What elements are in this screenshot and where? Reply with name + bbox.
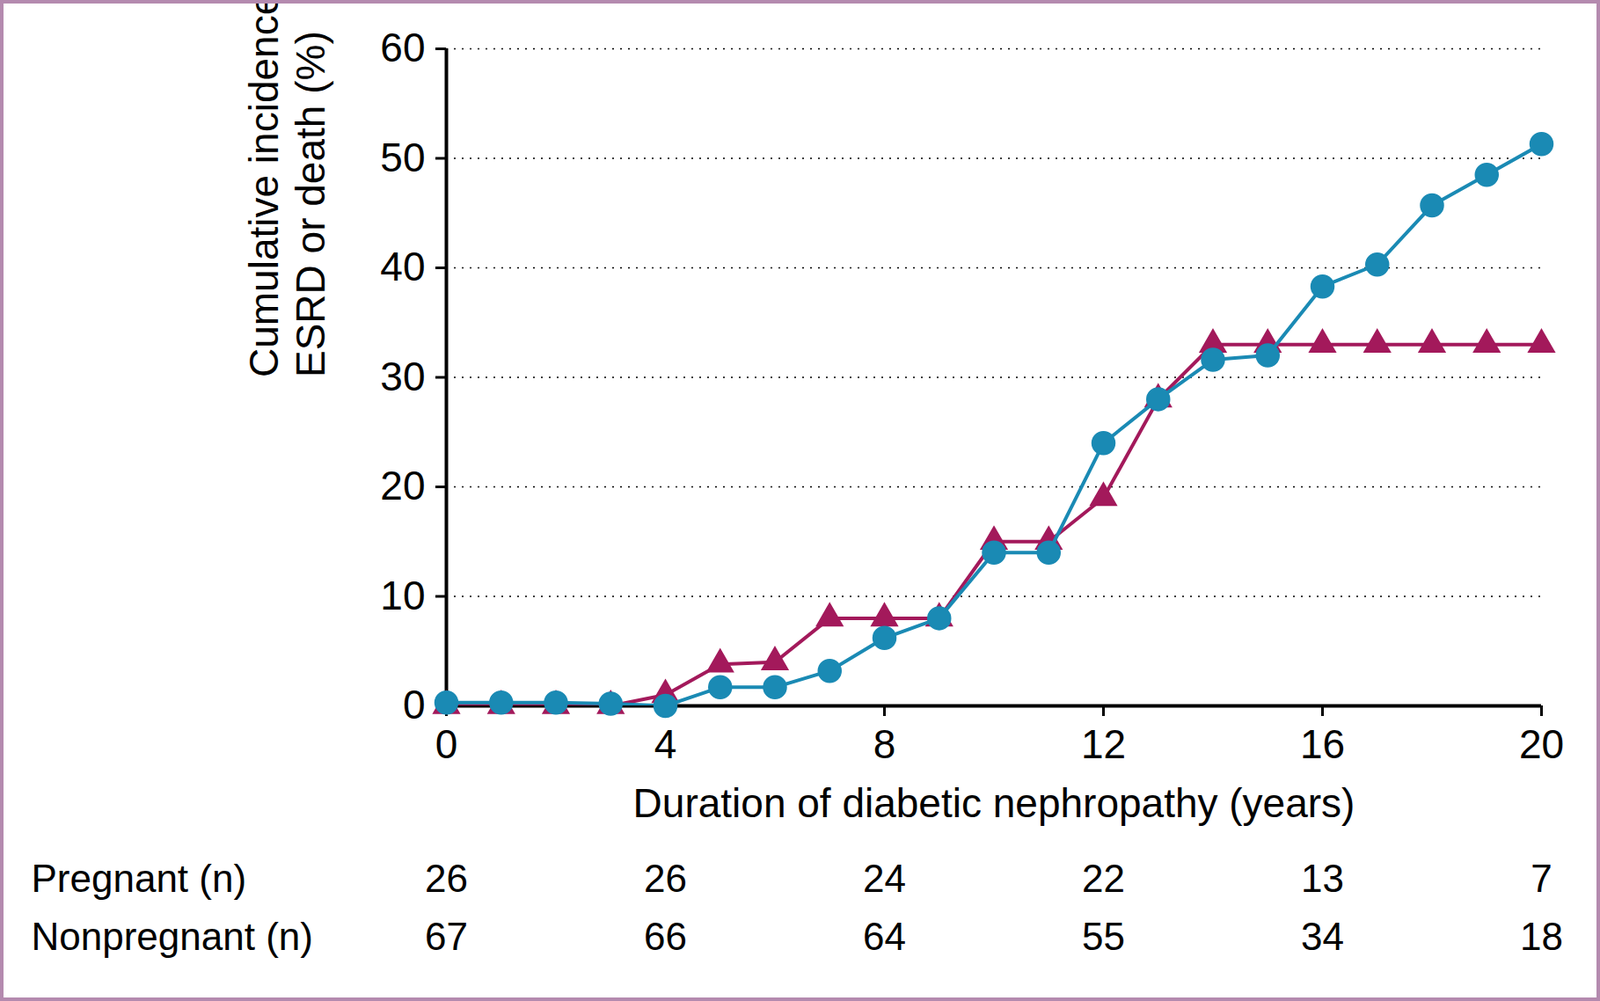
svg-text:8: 8 (873, 721, 897, 768)
svg-text:13: 13 (1300, 856, 1345, 900)
svg-text:12: 12 (1081, 721, 1126, 768)
svg-text:Cumulative incidence ofESRD or: Cumulative incidence ofESRD or death (%) (241, 0, 334, 378)
svg-text:24: 24 (862, 856, 906, 900)
svg-text:26: 26 (643, 856, 687, 900)
svg-text:20: 20 (1519, 721, 1564, 768)
svg-text:34: 34 (1300, 914, 1345, 958)
svg-text:16: 16 (1300, 721, 1345, 768)
svg-text:64: 64 (862, 914, 906, 958)
svg-text:0: 0 (402, 681, 426, 728)
svg-text:55: 55 (1081, 914, 1126, 958)
svg-text:Pregnant (n): Pregnant (n) (31, 856, 248, 900)
svg-text:Nonpregnant (n): Nonpregnant (n) (31, 914, 314, 958)
svg-text:67: 67 (424, 914, 468, 958)
svg-text:20: 20 (379, 462, 425, 509)
svg-text:26: 26 (424, 856, 468, 900)
svg-text:18: 18 (1519, 914, 1564, 958)
svg-text:60: 60 (379, 24, 425, 71)
svg-text:40: 40 (379, 243, 425, 290)
svg-text:22: 22 (1081, 856, 1126, 900)
svg-text:66: 66 (643, 914, 687, 958)
svg-text:Duration of diabetic nephropat: Duration of diabetic nephropathy (years) (633, 780, 1356, 826)
svg-text:30: 30 (379, 353, 425, 400)
svg-text:50: 50 (379, 134, 425, 181)
svg-text:10: 10 (379, 572, 425, 619)
svg-text:0: 0 (435, 721, 459, 768)
svg-text:7: 7 (1530, 856, 1552, 900)
svg-text:4: 4 (654, 721, 678, 768)
